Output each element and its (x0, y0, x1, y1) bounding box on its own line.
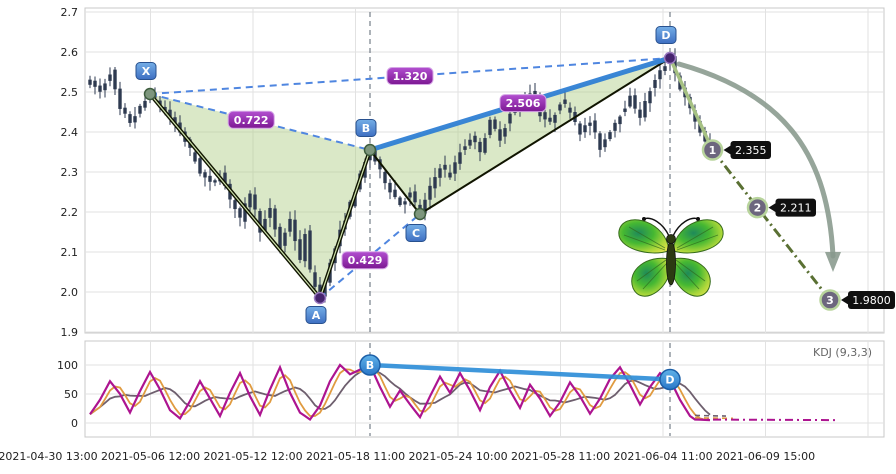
kdj-indicator-label: KDJ (9,3,3) (813, 346, 872, 359)
target-marker-1[interactable]: 2.355 1 (701, 139, 771, 161)
y-axis-tick-label: 2.4 (61, 126, 79, 139)
pattern-point-A[interactable]: A (305, 291, 327, 324)
svg-text:0.429: 0.429 (348, 254, 383, 267)
svg-text:2: 2 (754, 202, 762, 215)
x-axis-tick-label: 2021-04-30 13:00 (0, 450, 98, 463)
x-axis-tick-label: 2021-05-18 11:00 (306, 450, 405, 463)
x-axis-tick-label: 2021-06-09 15:00 (716, 450, 815, 463)
kdj-y-tick-label: 50 (64, 388, 78, 401)
projection-arrow (676, 61, 836, 259)
y-axis-tick-label: 1.9 (61, 326, 79, 339)
svg-text:1: 1 (709, 144, 717, 157)
svg-text:B: B (366, 359, 374, 372)
pattern-point-markers: X A B C D (135, 26, 677, 324)
target-marker-2[interactable]: 2.211 2 (746, 196, 816, 219)
svg-text:3: 3 (826, 294, 834, 307)
svg-text:0.722: 0.722 (234, 114, 269, 127)
ratio-label: 2.506 (499, 94, 547, 113)
target-price-text: 2.355 (735, 144, 767, 157)
y-axis-tick-label: 2.6 (61, 46, 79, 59)
kdj-bd-markers: BD (359, 354, 681, 391)
target-price-text: 2.211 (780, 202, 812, 215)
kdj-k-line (89, 366, 711, 421)
x-axis-tick-label: 2021-05-06 12:00 (101, 450, 200, 463)
plot-panels (84, 7, 885, 438)
kdj-y-tick-label: 0 (71, 417, 78, 430)
kdj-flat-projection (694, 418, 839, 422)
pattern-point-B[interactable]: B (355, 119, 377, 157)
svg-text:X: X (142, 65, 151, 78)
butterfly-wing (672, 257, 711, 297)
pattern-point-D[interactable]: D (655, 26, 677, 65)
target-price-tag (730, 141, 771, 159)
axis-labels: 2.7 2.6 2.5 2.4 2.3 2.2 2.1 2.0 1.9 100 50 0 2021-04… (0, 6, 815, 463)
svg-text:D: D (661, 29, 670, 42)
antenna-tip (642, 217, 646, 221)
svg-text:2.506: 2.506 (506, 97, 541, 110)
kdj-marker-D[interactable]: D (659, 368, 681, 391)
butterfly-head (666, 234, 676, 244)
grid-layer (85, 8, 884, 437)
y-axis-tick-label: 2.2 (61, 206, 79, 219)
kdj-y-tick-label: 100 (57, 359, 78, 372)
y-axis-tick-label: 2.7 (61, 6, 79, 19)
ratio-labels: 0.722 1.320 0.429 2.506 (227, 67, 547, 270)
price-projection-lines (668, 56, 841, 301)
main-chart-panel (84, 7, 885, 334)
y-axis-tick-label: 2.3 (61, 166, 79, 179)
y-axis-tick-label: 2.1 (61, 246, 79, 259)
butterfly-wing (631, 257, 670, 297)
kdj-marker-B[interactable]: B (359, 354, 381, 376)
x-axis-tick-label: 2021-05-28 11:00 (511, 450, 610, 463)
pattern-point-C[interactable]: C (405, 207, 427, 242)
kdj-j-line (89, 363, 711, 422)
target-marker-3[interactable]: 1.9800 3 (819, 289, 896, 311)
ratio-label: 0.722 (227, 110, 275, 129)
x-axis-tick-label: 2021-05-24 10:00 (408, 450, 507, 463)
antenna-tip (696, 217, 700, 221)
y-axis-tick-label: 2.5 (61, 86, 79, 99)
target-price-tag (848, 291, 895, 309)
ratio-label: 1.320 (386, 67, 434, 85)
ratio-label: 0.429 (341, 251, 389, 270)
pattern-point-X[interactable]: X (135, 62, 157, 101)
svg-text:B: B (362, 122, 370, 135)
svg-text:A: A (312, 309, 321, 322)
svg-text:D: D (665, 374, 674, 387)
svg-text:1.320: 1.320 (393, 70, 428, 83)
kdj-chart-panel (84, 340, 885, 438)
x-axis-tick-label: 2021-05-12 12:00 (203, 450, 302, 463)
kdj-indicator-lines (89, 363, 839, 422)
target-price-text: 1.9800 (852, 294, 891, 307)
target-price-tag (775, 198, 816, 217)
target-markers: 2.355 1 2.211 2 1.9800 3 (701, 139, 896, 311)
x-axis-tick-label: 2021-06-04 11:00 (613, 450, 712, 463)
butterfly-body (666, 240, 676, 286)
y-axis-tick-label: 2.0 (61, 286, 79, 299)
butterfly-image (618, 217, 724, 297)
svg-text:C: C (412, 227, 420, 240)
projection-arrowhead (825, 252, 841, 272)
